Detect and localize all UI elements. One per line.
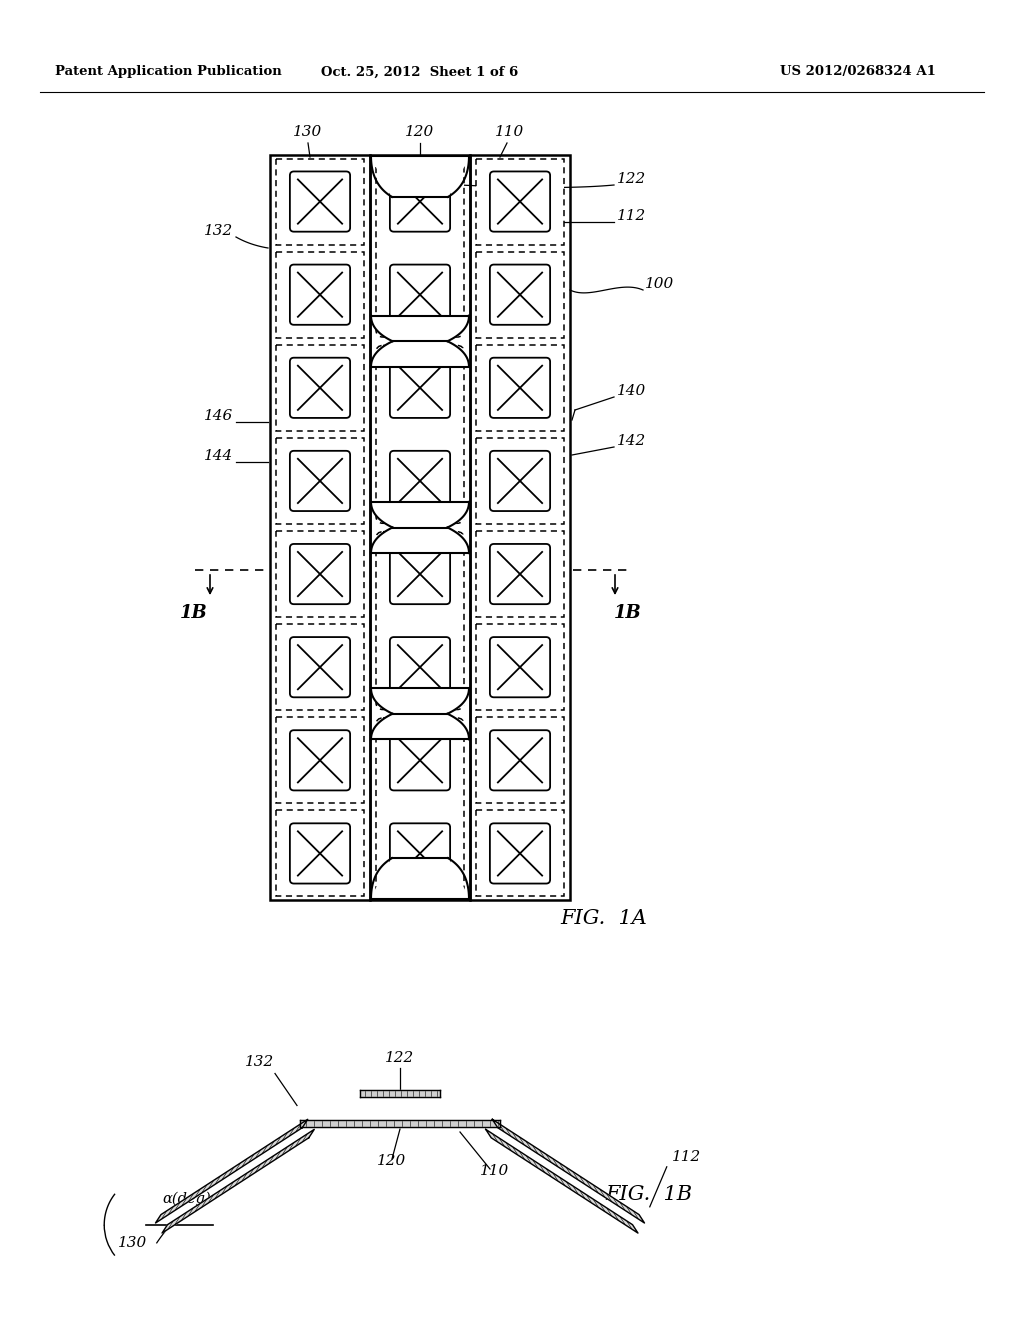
Bar	[276, 717, 364, 804]
Text: US 2012/0268324 A1: US 2012/0268324 A1	[780, 66, 936, 78]
Text: 122: 122	[617, 172, 646, 186]
Bar	[476, 624, 564, 710]
Bar	[276, 624, 364, 710]
PathPatch shape	[371, 315, 469, 342]
Text: 110: 110	[480, 1164, 510, 1177]
Text: 130: 130	[293, 125, 323, 139]
Bar	[270, 154, 370, 900]
Text: 132: 132	[246, 1055, 274, 1068]
Text: 142: 142	[617, 434, 646, 447]
Bar	[476, 158, 564, 244]
Bar	[476, 810, 564, 896]
Text: Oct. 25, 2012  Sheet 1 of 6: Oct. 25, 2012 Sheet 1 of 6	[322, 66, 518, 78]
Text: 120: 120	[378, 1154, 407, 1168]
Bar	[476, 531, 564, 616]
Text: α(deg): α(deg)	[162, 1192, 211, 1205]
Bar	[476, 345, 564, 430]
PathPatch shape	[371, 528, 469, 553]
Text: 1B: 1B	[614, 605, 642, 622]
Polygon shape	[493, 1119, 644, 1224]
Bar	[476, 717, 564, 804]
Bar	[476, 438, 564, 524]
Text: 130: 130	[118, 1236, 146, 1250]
Text: FIG.  1B: FIG. 1B	[605, 1185, 692, 1204]
Text: 112: 112	[672, 1150, 701, 1164]
Polygon shape	[485, 1130, 638, 1233]
Bar	[276, 810, 364, 896]
Polygon shape	[371, 156, 469, 197]
Bar	[276, 531, 364, 616]
Text: FIG.  1A: FIG. 1A	[560, 908, 647, 928]
Bar	[276, 345, 364, 430]
Polygon shape	[162, 1130, 314, 1233]
FancyBboxPatch shape	[376, 718, 464, 896]
Bar	[470, 154, 570, 900]
Bar	[276, 252, 364, 338]
Text: 122: 122	[385, 1051, 415, 1065]
PathPatch shape	[371, 714, 469, 739]
Text: 140: 140	[617, 384, 646, 399]
Polygon shape	[371, 858, 469, 899]
Text: 1B: 1B	[180, 605, 208, 622]
FancyBboxPatch shape	[376, 160, 464, 337]
Text: 120: 120	[406, 125, 434, 139]
Text: Patent Application Publication: Patent Application Publication	[55, 66, 282, 78]
Bar	[276, 158, 364, 244]
Polygon shape	[300, 1119, 500, 1127]
Bar	[276, 438, 364, 524]
FancyBboxPatch shape	[376, 346, 464, 523]
Polygon shape	[156, 1119, 308, 1224]
FancyBboxPatch shape	[376, 532, 464, 710]
Text: 146: 146	[204, 409, 233, 422]
Text: 112: 112	[617, 209, 646, 223]
Text: 100: 100	[645, 277, 674, 290]
Text: 144: 144	[204, 449, 233, 463]
Bar	[370, 154, 470, 900]
PathPatch shape	[371, 502, 469, 528]
PathPatch shape	[371, 342, 469, 367]
Polygon shape	[360, 1090, 440, 1097]
Bar	[476, 252, 564, 338]
Text: 110: 110	[496, 125, 524, 139]
PathPatch shape	[371, 688, 469, 714]
Text: 132: 132	[204, 224, 233, 238]
